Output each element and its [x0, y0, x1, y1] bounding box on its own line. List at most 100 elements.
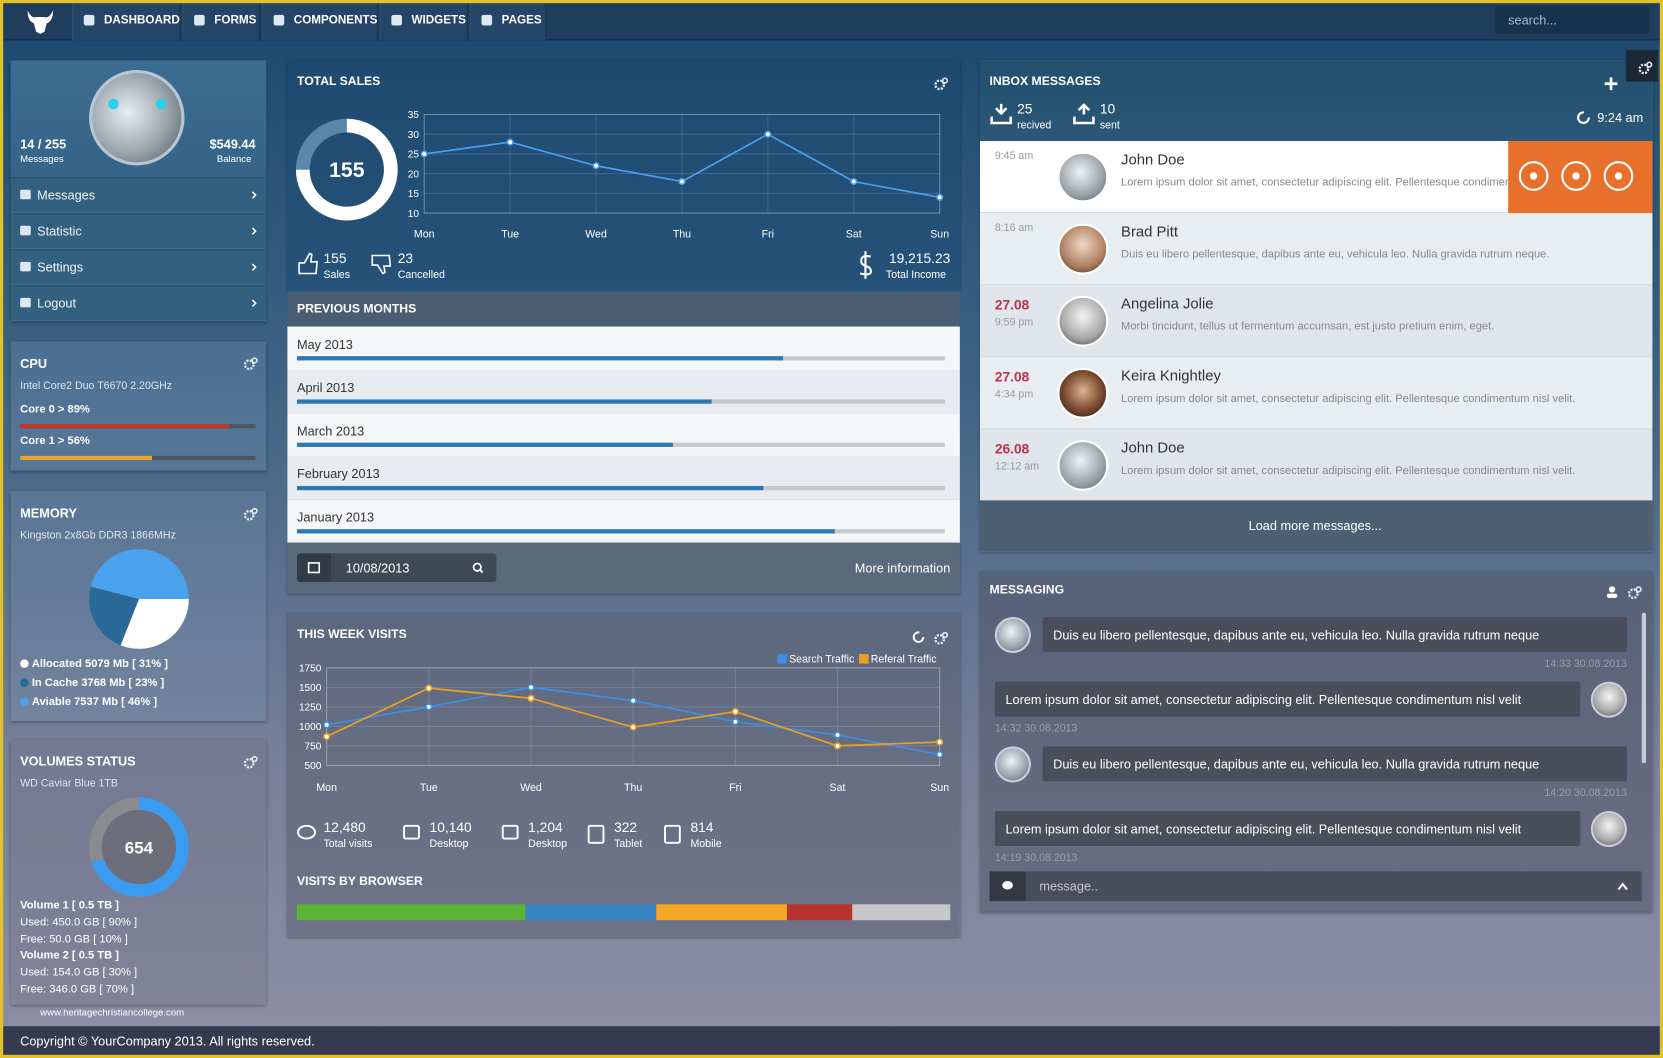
- message-time: 4:34 pm: [994, 389, 1034, 401]
- volume-used: Used: 450.0 GB [ 90% ]: [20, 915, 138, 929]
- chat-bubble: Duis eu libero pellentesque, dapibus ant…: [1042, 746, 1627, 782]
- volume-used: Used: 154.0 GB [ 30% ]: [20, 965, 138, 979]
- watermark: www.heritagechristiancollege.com: [40, 1007, 185, 1018]
- search-box[interactable]: [1495, 6, 1650, 34]
- panel-title: VOLUMES STATUS: [20, 753, 136, 769]
- chat-time: 14:32 30.08.2013: [994, 723, 1078, 735]
- avatar: [89, 69, 185, 166]
- stat-value: 10,140: [429, 819, 472, 836]
- message-sender: Angelina Jolie: [1121, 294, 1214, 312]
- panel-title: INBOX MESSAGES: [989, 75, 1101, 88]
- month-label: March 2013: [296, 423, 365, 439]
- stat-value: 322: [614, 819, 638, 836]
- stat-label: Tablet: [614, 838, 643, 851]
- legend-label: In Cache 3768 Mb [ 23% ]: [31, 676, 165, 690]
- stat-value: 814: [690, 819, 714, 836]
- section-header: [287, 291, 960, 327]
- panel-title: TOTAL SALES: [296, 75, 381, 88]
- message-preview: Lorem ipsum dolor sit amet, consectetur …: [1121, 392, 1576, 405]
- panel-title: MESSAGING: [989, 584, 1065, 597]
- nav-label: FORMS: [214, 13, 257, 27]
- message-time: 9:45 am: [994, 150, 1034, 163]
- date-value: 10/08/2013: [345, 560, 410, 576]
- nav-label: WIDGETS: [411, 13, 466, 27]
- volume-title: Volume 1 [ 0.5 TB ]: [20, 898, 119, 912]
- search-placeholder: search...: [1508, 12, 1557, 28]
- message-preview: Morbi tincidunt, tellus ut fermentum acc…: [1121, 320, 1495, 333]
- month-row: [287, 456, 960, 500]
- message-sender: Brad Pitt: [1121, 222, 1179, 240]
- menu-item[interactable]: [10, 213, 267, 250]
- stat-value: 12,480: [323, 819, 366, 836]
- stat-label: Total Income: [885, 269, 947, 281]
- nav-label: PAGES: [501, 13, 542, 27]
- message-sender: Keira Knightley: [1121, 366, 1221, 384]
- copyright: Copyright © YourCompany 2013. All rights…: [20, 1033, 315, 1049]
- legend-label: Aviable 7537 Mb [ 46% ]: [31, 695, 158, 709]
- message-time: 12:12 am: [994, 461, 1040, 473]
- message-avatar: [1057, 151, 1109, 203]
- menu-item[interactable]: [10, 249, 267, 286]
- action-button[interactable]: [1603, 161, 1634, 191]
- month-row: [287, 326, 960, 370]
- month-label: January 2013: [296, 510, 375, 525]
- menu-item[interactable]: [10, 285, 267, 322]
- week-visits-panel: [287, 612, 960, 938]
- balance-label: Balance: [216, 153, 252, 165]
- memory-model: Kingston 2x8Gb DDR3 1866MHz: [20, 530, 176, 542]
- message-avatar: [1057, 295, 1109, 347]
- chat-time: 14:19 30.08.2013: [994, 852, 1078, 864]
- chat-bubble: Lorem ipsum dolor sit amet, consectetur …: [994, 810, 1581, 846]
- volume-free: Free: 346.0 GB [ 70% ]: [20, 982, 135, 996]
- messages-count: 14 / 255: [20, 136, 67, 152]
- menu-label: Logout: [37, 295, 77, 311]
- volume-free: Free: 50.0 GB [ 10% ]: [20, 932, 128, 946]
- month-row: [287, 499, 960, 543]
- message-date: 27.08: [994, 368, 1030, 385]
- action-button[interactable]: [1518, 161, 1549, 191]
- received-count: 25: [1017, 100, 1033, 117]
- sent-label: sent: [1099, 119, 1120, 132]
- received-label: recived: [1017, 119, 1052, 132]
- panel-title: MEMORY: [20, 505, 77, 521]
- panel-title: VISITS BY BROWSER: [296, 875, 423, 889]
- chat-bubble: Duis eu libero pellentesque, dapibus ant…: [1042, 616, 1627, 652]
- month-label: April 2013: [296, 380, 355, 396]
- panel-title: THIS WEEK VISITS: [296, 628, 407, 642]
- stat-value: 1,204: [528, 819, 563, 836]
- footer: [0, 1026, 1663, 1058]
- more-information: More information: [854, 560, 951, 576]
- chat-avatar: [994, 746, 1031, 783]
- menu-label: Statistic: [37, 223, 82, 239]
- legend-label: Allocated 5079 Mb [ 31% ]: [31, 657, 168, 670]
- month-row: [287, 369, 960, 414]
- action-button[interactable]: [1561, 161, 1591, 191]
- chat-text: Lorem ipsum dolor sit amet, consectetur …: [1005, 692, 1522, 708]
- menu-item[interactable]: [10, 177, 267, 214]
- inbox-time: 9:24 am: [1597, 110, 1644, 126]
- message-input[interactable]: [989, 871, 1642, 902]
- stat-value: 23: [397, 250, 414, 267]
- cpu-model: Intel Core2 Duo T6670 2.20GHz: [20, 380, 173, 393]
- stat-label: Total visits: [323, 838, 373, 851]
- chat-text: Lorem ipsum dolor sit amet, consectetur …: [1005, 821, 1522, 837]
- nav-label: COMPONENTS: [293, 13, 378, 27]
- stat-label: Desktop: [429, 838, 469, 851]
- volume-title: Volume 2 [ 0.5 TB ]: [20, 948, 119, 962]
- month-label: May 2013: [296, 337, 353, 352]
- panel-title: PREVIOUS MONTHS: [296, 303, 417, 316]
- message-date: 26.08: [994, 441, 1030, 457]
- chat-avatar: [1590, 681, 1627, 718]
- message-preview: Duis eu libero pellentesque, dapibus ant…: [1121, 248, 1550, 261]
- message-sender: John Doe: [1121, 150, 1185, 168]
- stat-label: Desktop: [528, 838, 568, 851]
- message-sender: John Doe: [1121, 438, 1185, 456]
- month-row: [287, 413, 960, 457]
- month-label: February 2013: [296, 466, 380, 482]
- message-time: 8:16 am: [994, 222, 1034, 235]
- chat-avatar: [994, 616, 1031, 654]
- menu-label: Messages: [37, 187, 96, 203]
- load-more-bar[interactable]: [979, 500, 1653, 552]
- load-more: Load more messages...: [1248, 518, 1382, 534]
